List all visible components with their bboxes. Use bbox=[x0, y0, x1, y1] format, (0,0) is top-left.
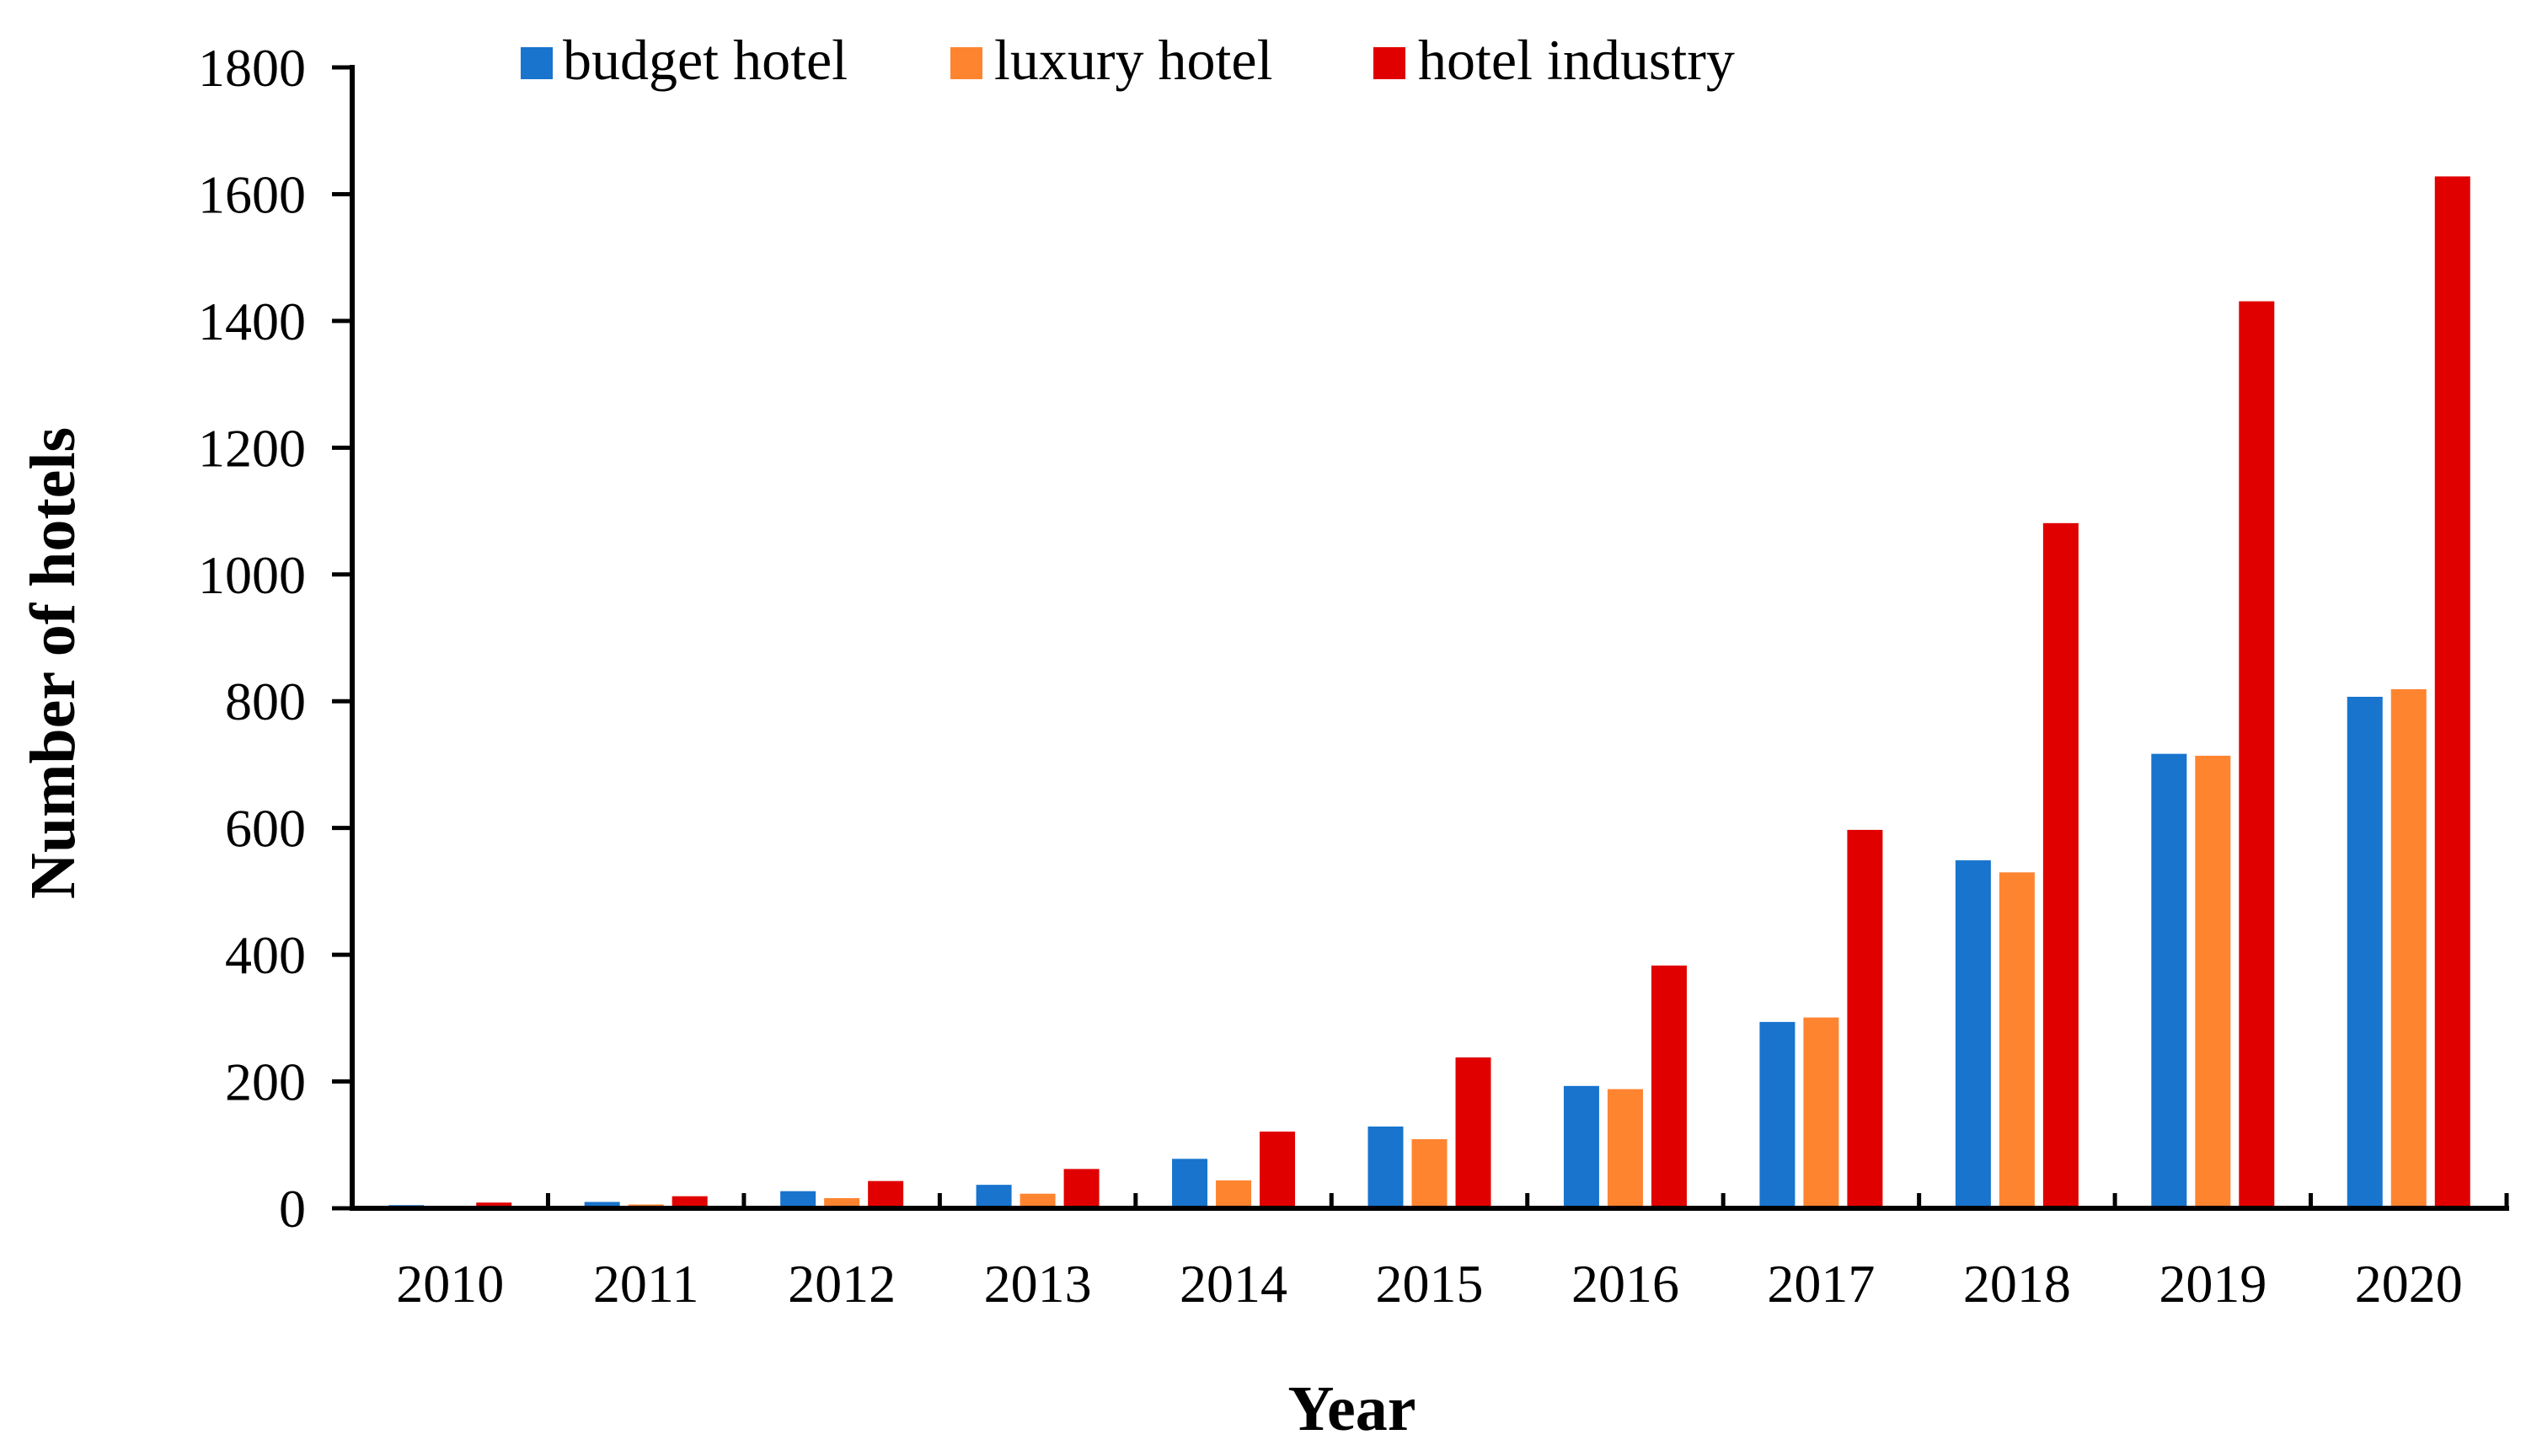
legend-swatch bbox=[950, 47, 982, 79]
bar-hotel-industry-2017 bbox=[1847, 829, 1883, 1208]
bar-luxury-hotel-2019 bbox=[2195, 755, 2231, 1208]
bar-luxury-hotel-2012 bbox=[824, 1197, 860, 1208]
x-axis-title: Year bbox=[1288, 1373, 1416, 1444]
y-tick-label: 1000 bbox=[198, 545, 306, 605]
legend-label: luxury hotel bbox=[994, 28, 1273, 92]
legend-item-luxury-hotel: luxury hotel bbox=[950, 28, 1273, 92]
x-tick-label: 2011 bbox=[593, 1254, 699, 1314]
x-tick-label: 2014 bbox=[1180, 1254, 1287, 1314]
x-tick-label: 2013 bbox=[984, 1254, 1092, 1314]
bar-luxury-hotel-2016 bbox=[1607, 1089, 1643, 1208]
bar-budget-hotel-2017 bbox=[1759, 1021, 1795, 1208]
y-tick-label: 800 bbox=[225, 672, 306, 731]
x-tick-label: 2015 bbox=[1376, 1254, 1484, 1314]
legend-swatch bbox=[1373, 47, 1405, 79]
legend-label: hotel industry bbox=[1418, 28, 1735, 92]
x-tick-label: 2020 bbox=[2355, 1254, 2463, 1314]
legend-swatch bbox=[521, 47, 553, 79]
y-tick-label: 600 bbox=[225, 799, 306, 859]
y-tick-label: 400 bbox=[225, 925, 306, 985]
bar-hotel-industry-2020 bbox=[2434, 176, 2470, 1209]
bar-budget-hotel-2019 bbox=[2151, 753, 2187, 1208]
bar-budget-hotel-2018 bbox=[1955, 860, 1991, 1208]
legend-item-hotel-industry: hotel industry bbox=[1373, 28, 1735, 92]
y-tick-label: 200 bbox=[225, 1052, 306, 1112]
bar-luxury-hotel-2020 bbox=[2390, 688, 2427, 1208]
x-tick-label: 2019 bbox=[2159, 1254, 2266, 1314]
bar-luxury-hotel-2018 bbox=[1999, 872, 2035, 1208]
y-axis-title: Number of hotels bbox=[18, 427, 88, 899]
bar-hotel-industry-2013 bbox=[1063, 1169, 1100, 1208]
bar-budget-hotel-2014 bbox=[1172, 1159, 1208, 1208]
bar-budget-hotel-2012 bbox=[780, 1191, 816, 1208]
legend-item-budget-hotel: budget hotel bbox=[521, 28, 848, 92]
bar-budget-hotel-2015 bbox=[1367, 1126, 1404, 1208]
bar-hotel-industry-2019 bbox=[2239, 301, 2275, 1208]
bar-budget-hotel-2011 bbox=[584, 1202, 620, 1208]
bar-luxury-hotel-2017 bbox=[1803, 1017, 1839, 1208]
bar-budget-hotel-2013 bbox=[976, 1185, 1012, 1208]
bar-hotel-industry-2018 bbox=[2042, 522, 2079, 1208]
bars-layer bbox=[388, 176, 2470, 1209]
bar-hotel-industry-2016 bbox=[1651, 965, 1687, 1208]
bar-budget-hotel-2020 bbox=[2347, 696, 2383, 1208]
bar-hotel-industry-2010 bbox=[476, 1202, 512, 1208]
bar-budget-hotel-2016 bbox=[1563, 1085, 1599, 1208]
bar-luxury-hotel-2015 bbox=[1411, 1139, 1448, 1208]
legend-label: budget hotel bbox=[563, 28, 848, 92]
ticks-layer: 0 200 400 600 800 1000 1200 1400 1600 1800 2010 201… bbox=[198, 38, 2509, 1314]
x-tick-label: 2010 bbox=[396, 1254, 504, 1314]
y-tick-label: 0 bbox=[279, 1179, 306, 1239]
x-tick-label: 2017 bbox=[1767, 1254, 1875, 1314]
legend: budget hotel luxury hotel hotel industry bbox=[521, 28, 1735, 92]
y-tick-label: 1600 bbox=[198, 164, 306, 224]
x-tick-label: 2016 bbox=[1571, 1254, 1679, 1314]
bar-hotel-industry-2014 bbox=[1260, 1131, 1296, 1208]
x-tick-label: 2012 bbox=[788, 1254, 896, 1314]
y-tick-label: 1200 bbox=[198, 418, 306, 478]
bar-hotel-industry-2015 bbox=[1455, 1057, 1491, 1208]
bar-hotel-industry-2012 bbox=[868, 1180, 904, 1208]
bar-hotel-industry-2011 bbox=[672, 1196, 708, 1208]
axes-layer bbox=[350, 65, 2509, 1211]
bar-luxury-hotel-2014 bbox=[1216, 1180, 1252, 1208]
y-tick-label: 1800 bbox=[198, 38, 306, 98]
x-tick-label: 2018 bbox=[1963, 1254, 2071, 1314]
bar-luxury-hotel-2013 bbox=[1019, 1193, 1056, 1208]
y-tick-label: 1400 bbox=[198, 292, 306, 351]
